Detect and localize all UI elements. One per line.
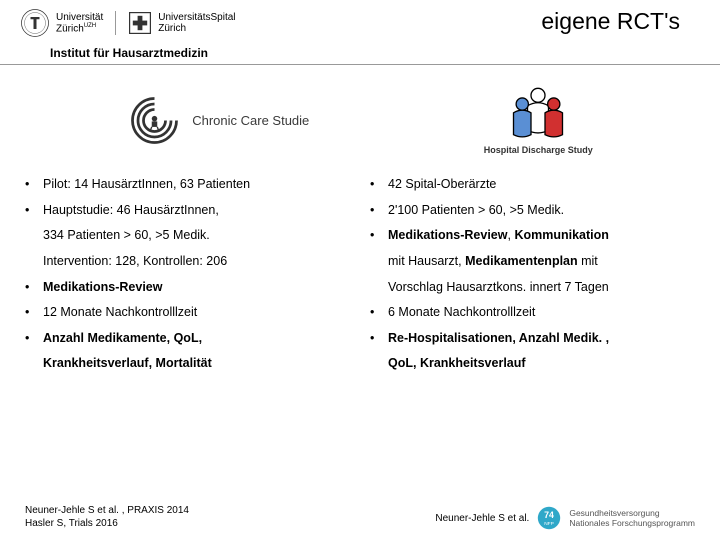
list-item: •6 Monate Nachkontrolllzeit <box>370 300 695 326</box>
uzh-suffix: UZH <box>84 23 96 29</box>
uzh-text: Universität ZürichUZH <box>56 12 103 34</box>
list-item: •Hauptstudie: 46 HausärztInnen, <box>25 198 350 224</box>
chronic-care-studie: Chronic Care Studie <box>127 93 309 148</box>
list-item: •42 Spital-Oberärzte <box>370 172 695 198</box>
studies-row: Chronic Care Studie Hospital Discharge S… <box>40 80 680 160</box>
list-item: •Re-Hospitalisationen, Anzahl Medik. , <box>370 326 695 352</box>
usz-logo: UniversitätsSpital Zürich <box>115 11 235 35</box>
list-item: •2'100 Patienten > 60, >5 Medik. <box>370 198 695 224</box>
list-item: mit Hausarzt, Medikamentenplan mit <box>370 249 695 275</box>
nfp-badge-icon: 74 NFP <box>537 506 561 530</box>
ccs-label: Chronic Care Studie <box>192 113 309 128</box>
list-item: •Medikations-Review <box>25 275 350 301</box>
citation-right: Neuner-Jehle S et al. <box>435 513 529 524</box>
logo-group: Universität ZürichUZH UniversitätsSpital… <box>20 8 236 38</box>
footer: Neuner-Jehle S et al. , PRAXIS 2014 Hasl… <box>25 504 695 530</box>
hds-label: Hospital Discharge Study <box>484 145 593 155</box>
list-item: Vorschlag Hausarztkons. innert 7 Tagen <box>370 275 695 301</box>
list-item: •Medikations-Review, Kommunikation <box>370 223 695 249</box>
columns: •Pilot: 14 HausärztInnen, 63 Patienten •… <box>25 172 695 377</box>
list-item: •Pilot: 14 HausärztInnen, 63 Patienten <box>25 172 350 198</box>
svg-text:74: 74 <box>544 510 554 520</box>
list-item: •12 Monate Nachkontrolllzeit <box>25 300 350 326</box>
subtitle: Institut für Hausarztmedizin <box>50 46 720 60</box>
usz-line2: Zürich <box>158 23 235 34</box>
citation-1: Neuner-Jehle S et al. , PRAXIS 2014 <box>25 504 189 517</box>
header: Universität ZürichUZH UniversitätsSpital… <box>0 0 720 38</box>
uzh-line1: Universität <box>56 12 103 23</box>
list-item: Intervention: 128, Kontrollen: 206 <box>25 249 350 275</box>
page-title: eigene RCT's <box>541 8 700 35</box>
footer-right: Neuner-Jehle S et al. 74 NFP Gesundheits… <box>435 506 695 530</box>
usz-cross-icon <box>128 11 152 35</box>
uzh-logo: Universität ZürichUZH <box>20 8 103 38</box>
uzh-seal-icon <box>20 8 50 38</box>
usz-text: UniversitätsSpital Zürich <box>158 12 235 34</box>
hds-icon <box>503 85 573 145</box>
left-column: •Pilot: 14 HausärztInnen, 63 Patienten •… <box>25 172 350 377</box>
list-item: •Anzahl Medikamente, QoL, <box>25 326 350 352</box>
nfp-line2: Nationales Forschungsprogramm <box>569 518 695 528</box>
citation-2: Hasler S, Trials 2016 <box>25 517 189 530</box>
list-item: Krankheitsverlauf, Mortalität <box>25 351 350 377</box>
list-item: 334 Patienten > 60, >5 Medik. <box>25 223 350 249</box>
svg-text:NFP: NFP <box>545 521 555 527</box>
nfp-line1: Gesundheitsversorgung <box>569 508 695 518</box>
right-column: •42 Spital-Oberärzte •2'100 Patienten > … <box>370 172 695 377</box>
footer-left: Neuner-Jehle S et al. , PRAXIS 2014 Hasl… <box>25 504 189 530</box>
nfp-text: Gesundheitsversorgung Nationales Forschu… <box>569 508 695 528</box>
divider <box>0 64 720 65</box>
usz-line1: UniversitätsSpital <box>158 12 235 23</box>
list-item: QoL, Krankheitsverlauf <box>370 351 695 377</box>
ccs-icon <box>127 93 182 148</box>
hospital-discharge-study: Hospital Discharge Study <box>484 85 593 155</box>
uzh-line2: Zürich <box>56 23 84 34</box>
